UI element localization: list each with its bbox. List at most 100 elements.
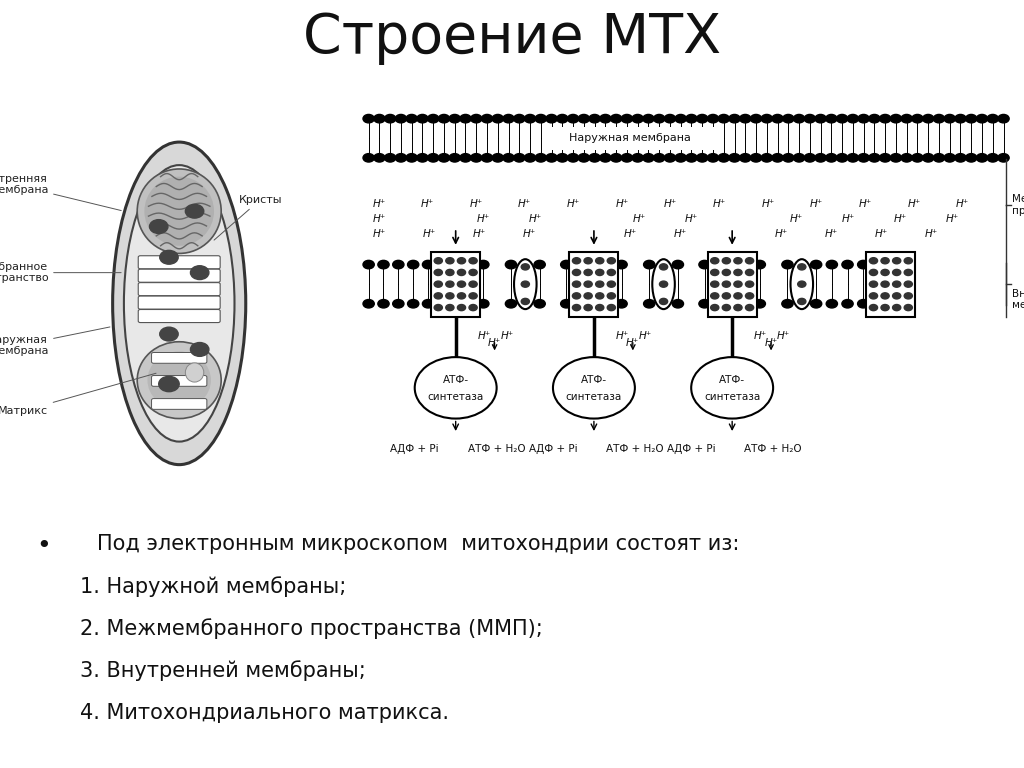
Circle shape — [761, 114, 772, 123]
Circle shape — [395, 154, 407, 162]
Circle shape — [536, 154, 547, 162]
Text: H⁺: H⁺ — [894, 214, 907, 224]
Circle shape — [450, 114, 461, 123]
Circle shape — [745, 293, 754, 299]
Circle shape — [393, 260, 403, 269]
Text: Межмембранное
пространство: Межмембранное пространство — [0, 262, 121, 283]
Circle shape — [458, 270, 466, 276]
Text: H⁺: H⁺ — [790, 214, 803, 224]
Circle shape — [842, 260, 853, 269]
Circle shape — [711, 258, 719, 264]
Circle shape — [745, 270, 754, 276]
FancyBboxPatch shape — [152, 353, 207, 363]
Circle shape — [708, 154, 719, 162]
Circle shape — [643, 114, 654, 123]
Text: H⁺: H⁺ — [956, 198, 969, 209]
Circle shape — [362, 114, 375, 123]
Circle shape — [842, 300, 853, 308]
Circle shape — [632, 154, 643, 162]
Circle shape — [458, 258, 466, 264]
Circle shape — [798, 264, 806, 270]
Circle shape — [434, 293, 442, 299]
Text: H⁺: H⁺ — [473, 229, 486, 240]
Ellipse shape — [652, 260, 675, 309]
Circle shape — [893, 293, 901, 299]
Circle shape — [826, 260, 838, 269]
FancyBboxPatch shape — [138, 310, 220, 323]
Circle shape — [596, 304, 604, 310]
Circle shape — [858, 114, 869, 123]
Circle shape — [893, 270, 901, 276]
Circle shape — [362, 300, 375, 308]
Circle shape — [665, 154, 676, 162]
Circle shape — [837, 154, 848, 162]
Circle shape — [754, 300, 765, 308]
Circle shape — [521, 298, 529, 304]
FancyBboxPatch shape — [152, 399, 207, 409]
Circle shape — [653, 154, 665, 162]
Circle shape — [718, 114, 729, 123]
Text: H⁺: H⁺ — [528, 214, 542, 224]
Circle shape — [869, 304, 878, 310]
Circle shape — [893, 258, 901, 264]
Text: H⁺: H⁺ — [518, 198, 531, 209]
Circle shape — [698, 260, 710, 269]
Circle shape — [469, 258, 477, 264]
Text: H⁺: H⁺ — [627, 338, 639, 349]
Circle shape — [469, 304, 477, 310]
Circle shape — [572, 258, 581, 264]
Circle shape — [901, 114, 912, 123]
FancyBboxPatch shape — [866, 252, 915, 316]
Text: АТФ-: АТФ- — [719, 375, 745, 386]
FancyBboxPatch shape — [138, 270, 220, 282]
Circle shape — [584, 293, 592, 299]
Circle shape — [572, 281, 581, 287]
Ellipse shape — [137, 342, 221, 419]
Circle shape — [869, 258, 878, 264]
Circle shape — [987, 154, 998, 162]
Text: H⁺: H⁺ — [907, 198, 921, 209]
Text: H⁺: H⁺ — [523, 229, 537, 240]
Circle shape — [711, 270, 719, 276]
Ellipse shape — [137, 169, 221, 253]
Circle shape — [159, 376, 179, 392]
Circle shape — [471, 114, 482, 123]
Circle shape — [933, 154, 944, 162]
Circle shape — [434, 270, 442, 276]
Circle shape — [997, 154, 1009, 162]
Circle shape — [460, 154, 471, 162]
Circle shape — [815, 154, 826, 162]
Circle shape — [881, 304, 889, 310]
Circle shape — [579, 154, 590, 162]
Text: Внутренняя
мембрана: Внутренняя мембрана — [0, 174, 121, 210]
Text: H⁺: H⁺ — [470, 198, 482, 209]
Text: АТФ + Н₂О: АТФ + Н₂О — [468, 444, 525, 455]
Circle shape — [901, 154, 912, 162]
FancyBboxPatch shape — [138, 283, 220, 296]
Circle shape — [890, 154, 901, 162]
Circle shape — [923, 154, 934, 162]
Circle shape — [378, 300, 389, 308]
Circle shape — [739, 154, 751, 162]
Circle shape — [557, 154, 568, 162]
Circle shape — [445, 293, 454, 299]
Circle shape — [385, 154, 396, 162]
Circle shape — [374, 114, 385, 123]
Circle shape — [622, 114, 633, 123]
Circle shape — [904, 304, 912, 310]
Circle shape — [477, 260, 489, 269]
Circle shape — [560, 260, 571, 269]
Circle shape — [782, 260, 793, 269]
Circle shape — [596, 270, 604, 276]
Circle shape — [686, 154, 697, 162]
Circle shape — [521, 264, 529, 270]
Ellipse shape — [147, 351, 211, 409]
Circle shape — [745, 281, 754, 287]
Ellipse shape — [791, 260, 813, 309]
Circle shape — [458, 304, 466, 310]
Circle shape — [798, 281, 806, 287]
Circle shape — [729, 154, 740, 162]
Circle shape — [772, 114, 783, 123]
Circle shape — [847, 114, 858, 123]
Circle shape — [503, 114, 514, 123]
